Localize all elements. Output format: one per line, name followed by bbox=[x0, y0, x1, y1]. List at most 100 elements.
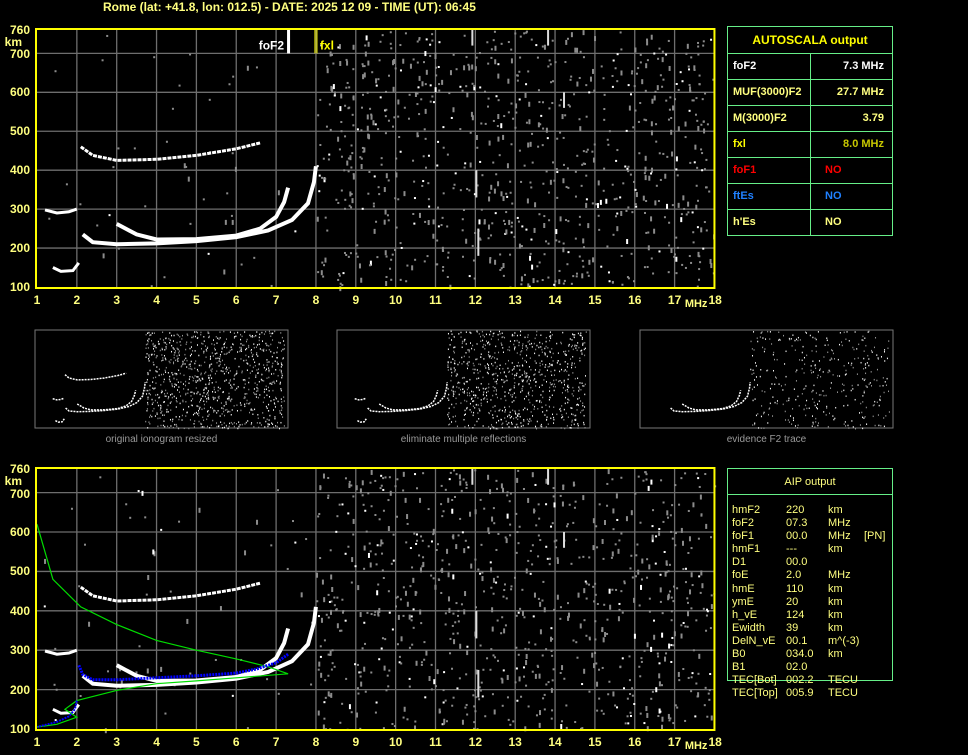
noise-dot bbox=[345, 58, 348, 61]
noise-dot bbox=[368, 134, 371, 140]
noise-dot bbox=[519, 334, 521, 336]
noise-dot bbox=[690, 547, 693, 550]
noise-dot bbox=[163, 355, 165, 357]
aip-param: TEC[Bot] bbox=[732, 674, 777, 687]
noise-dot bbox=[812, 336, 814, 339]
aip-value: 39 bbox=[786, 621, 799, 634]
noise-dot bbox=[268, 423, 270, 426]
noise-dot bbox=[430, 663, 433, 666]
noise-dot bbox=[575, 538, 578, 541]
autoscala-row: foF1 NO bbox=[728, 158, 892, 184]
noise-dot bbox=[434, 685, 437, 688]
noise-dot bbox=[163, 401, 165, 403]
noise-dot bbox=[870, 371, 872, 373]
noise-dot bbox=[279, 383, 281, 385]
noise-dot bbox=[148, 356, 150, 358]
noise-dot bbox=[328, 694, 331, 697]
noise-dot bbox=[189, 365, 191, 368]
noise-dot bbox=[163, 378, 165, 381]
noise-dot bbox=[191, 376, 193, 378]
noise-dot bbox=[611, 74, 614, 77]
noise-dot bbox=[543, 708, 546, 711]
noise-dot bbox=[174, 359, 176, 362]
noise-dot bbox=[193, 377, 195, 379]
noise-dot bbox=[204, 345, 206, 347]
noise-dot bbox=[520, 422, 522, 424]
noise-dot bbox=[618, 602, 621, 605]
x-tick-label: 8 bbox=[312, 735, 320, 749]
noise-dot bbox=[519, 375, 521, 378]
noise-dot bbox=[456, 687, 459, 690]
noise-dot bbox=[263, 380, 265, 382]
noise-dot bbox=[630, 72, 633, 75]
noise-dot bbox=[243, 397, 245, 400]
noise-dot bbox=[502, 274, 505, 277]
noise-dot bbox=[525, 376, 527, 378]
noise-dot bbox=[652, 509, 655, 512]
noise-dot bbox=[580, 400, 582, 402]
noise-dot bbox=[210, 424, 212, 427]
noise-dot bbox=[414, 91, 417, 97]
aip-param: hmE bbox=[732, 582, 755, 595]
noise-dot bbox=[783, 334, 785, 337]
noise-dot bbox=[369, 550, 372, 553]
noise-dot bbox=[552, 352, 554, 355]
noise-dot bbox=[496, 382, 498, 385]
noise-dot bbox=[485, 367, 487, 369]
noise-dot bbox=[197, 413, 199, 415]
noise-dot bbox=[658, 152, 661, 155]
noise-dot bbox=[416, 103, 419, 106]
noise-dot bbox=[572, 639, 575, 642]
noise-dot bbox=[169, 380, 171, 383]
noise-dot bbox=[665, 571, 668, 574]
noise-dot bbox=[833, 418, 835, 421]
noise-dot bbox=[442, 701, 445, 704]
noise-dot bbox=[236, 410, 238, 412]
noise-dot bbox=[348, 86, 351, 89]
noise-dot bbox=[415, 533, 418, 536]
noise-dot bbox=[261, 349, 263, 351]
noise-dot bbox=[214, 391, 216, 393]
noise-dot bbox=[147, 340, 149, 343]
noise-dot bbox=[533, 408, 535, 410]
noise-dot bbox=[467, 546, 470, 549]
noise-dot bbox=[255, 334, 257, 337]
noise-dot bbox=[863, 417, 865, 419]
noise-dot bbox=[397, 99, 400, 105]
aip-param: foF1 bbox=[732, 530, 755, 543]
noise-dot bbox=[463, 414, 465, 416]
noise-dot bbox=[404, 590, 407, 596]
aip-param: foF2 bbox=[732, 517, 755, 530]
noise-dot bbox=[152, 377, 154, 379]
noise-dot bbox=[203, 407, 205, 410]
noise-dot bbox=[478, 377, 480, 380]
noise-dot bbox=[453, 495, 456, 498]
noise-dot bbox=[153, 551, 156, 557]
noise-dot bbox=[504, 417, 506, 419]
noise-dot bbox=[171, 396, 173, 399]
noise-dot bbox=[171, 350, 173, 353]
noise-dot bbox=[631, 687, 634, 690]
noise-dot bbox=[217, 396, 219, 399]
noise-dot bbox=[455, 375, 457, 377]
noise-dot bbox=[667, 713, 670, 719]
noise-dot bbox=[228, 367, 230, 369]
noise-dot bbox=[600, 65, 603, 68]
noise-dot bbox=[544, 347, 546, 350]
noise-dot bbox=[359, 612, 362, 618]
noise-dot bbox=[282, 348, 284, 351]
noise-dot bbox=[571, 421, 573, 423]
noise-dot bbox=[559, 617, 562, 620]
noise-dot bbox=[268, 367, 270, 369]
noise-dot bbox=[517, 414, 519, 417]
noise-dot bbox=[219, 606, 222, 612]
noise-dot bbox=[511, 373, 513, 375]
noise-dot bbox=[558, 279, 561, 285]
noise-dot bbox=[178, 520, 181, 523]
noise-dot bbox=[581, 382, 583, 384]
noise-dot bbox=[560, 427, 562, 429]
noise-dot bbox=[578, 215, 581, 218]
noise-dot bbox=[399, 242, 402, 245]
noise-dot bbox=[704, 473, 707, 476]
aip-value: 02.0 bbox=[786, 661, 808, 674]
